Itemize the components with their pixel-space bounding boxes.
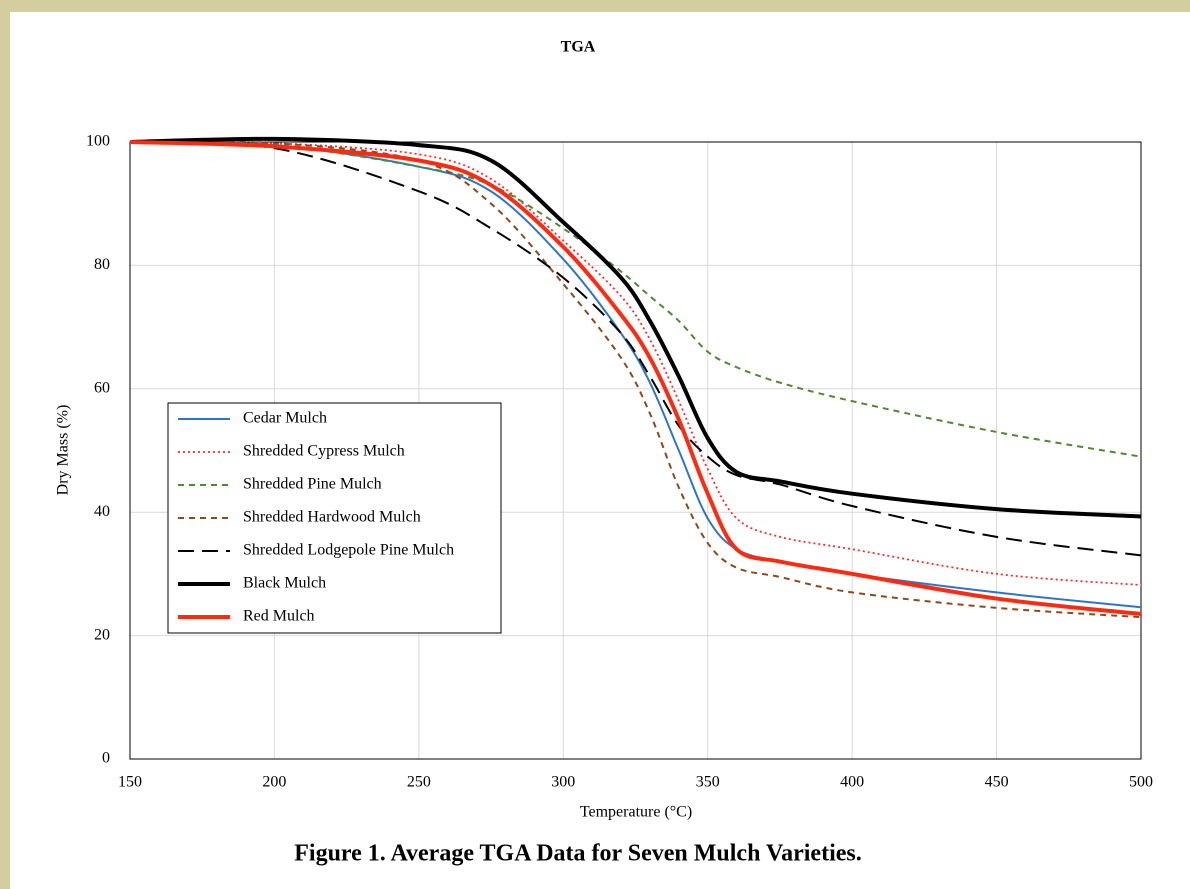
x-tick-label: 250	[407, 774, 431, 791]
series-line	[129, 136, 1142, 519]
y-tick-label: 80	[94, 256, 110, 273]
y-tick-label: 60	[94, 379, 110, 396]
x-tick-label: 350	[696, 774, 720, 791]
series-line	[129, 141, 1142, 557]
chart: TGA Temperature (°C) Dry Mass (%) Figure…	[55, 39, 1153, 867]
legend-label: Shredded Pine Mulch	[243, 476, 382, 493]
y-tick-label: 0	[102, 750, 110, 767]
series-line	[129, 140, 1142, 616]
x-tick-label: 450	[985, 774, 1009, 791]
x-axis-label: Temperature (°C)	[580, 804, 692, 821]
legend-label: Shredded Cypress Mulch	[243, 443, 405, 460]
y-tick-label: 20	[94, 626, 110, 643]
x-tick-label: 200	[262, 774, 286, 791]
x-tick-label: 500	[1129, 774, 1153, 791]
x-tick-label: 400	[840, 774, 864, 791]
y-axis-label: Dry Mass (%)	[55, 405, 72, 496]
page: TGA Temperature (°C) Dry Mass (%) Figure…	[10, 12, 1190, 889]
chart-title: TGA	[561, 39, 596, 56]
caption: Figure 1. Average TGA Data for Seven Mul…	[294, 841, 862, 867]
legend-label: Cedar Mulch	[243, 410, 327, 427]
plot-border	[129, 141, 1142, 760]
legend-label: Shredded Lodgepole Pine Mulch	[243, 542, 454, 559]
series-line	[129, 141, 1142, 586]
x-tick-label: 150	[118, 774, 142, 791]
legend-label: Red Mulch	[243, 608, 315, 625]
y-tick-label: 40	[94, 503, 110, 520]
x-tick-label: 300	[551, 774, 575, 791]
legend-label: Black Mulch	[243, 575, 326, 592]
y-tick-label: 100	[86, 133, 110, 150]
legend-label: Shredded Hardwood Mulch	[243, 509, 421, 526]
